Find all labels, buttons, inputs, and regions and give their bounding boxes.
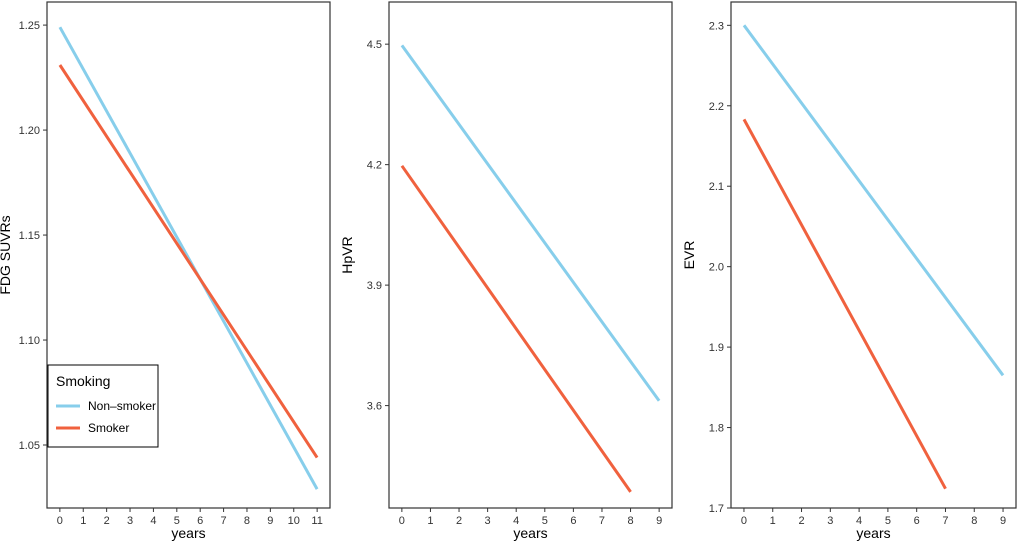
chart-panel-2: 0 1 2 3 4 5 6 7 8 9 3.6 3.9 4.2 4.5 years HpVR	[339, 1, 673, 541]
x-tick-label: 6	[570, 515, 576, 527]
x-tick-label: 3	[127, 515, 133, 527]
y-tick-label: 1.20	[19, 125, 40, 137]
x-axis-title: years	[171, 525, 205, 541]
legend-title: Smoking	[56, 373, 110, 389]
chart-panel-1: 0 1 2 3 4 5 6 7 8 9 10 11 1.05 1.10 1.15 1.20 1.25 years F…	[0, 1, 331, 541]
x-tick-label: 8	[971, 515, 977, 527]
y-tick-label: 2.0	[709, 262, 724, 274]
x-tick-label: 4	[150, 515, 156, 527]
panel-border	[46, 1, 331, 509]
x-tick-label: 1	[770, 515, 776, 527]
series-line-non-smoker	[400, 44, 661, 402]
y-axis-title: FDG SUVRs	[0, 215, 13, 294]
x-tick-label: 9	[1000, 515, 1006, 527]
x-tick-label: 5	[542, 515, 548, 527]
y-tick-label: 2.2	[709, 101, 724, 113]
panel-border	[730, 1, 1017, 509]
x-tick-label: 0	[741, 515, 747, 527]
x-tick-label: 5	[174, 515, 180, 527]
chart-panel-3: 0 1 2 3 4 5 6 7 8 9 1.7 1.8 1.9 2.0 2.1 2.2 2.3 years EVR	[681, 1, 1017, 541]
series-line-smoker	[742, 118, 947, 490]
y-tick-label: 3.6	[367, 401, 382, 413]
x-tick-label: 2	[456, 515, 462, 527]
x-tick-label: 4	[856, 515, 862, 527]
x-tick-label: 7	[942, 515, 948, 527]
series-line-non-smoker	[742, 24, 1005, 377]
y-tick-label: 1.10	[19, 335, 40, 347]
y-tick-label: 1.9	[709, 342, 724, 354]
panel-border	[388, 1, 673, 509]
x-axis-title: years	[856, 525, 890, 541]
x-tick-label: 7	[221, 515, 227, 527]
y-tick-label: 1.25	[19, 20, 40, 32]
y-tick-label: 1.15	[19, 230, 40, 242]
x-tick-label: 3	[485, 515, 491, 527]
y-tick-label: 4.2	[367, 160, 382, 172]
x-tick-label: 4	[513, 515, 519, 527]
legend-label-non-smoker: Non–smoker	[88, 399, 156, 413]
x-tick-label: 2	[104, 515, 110, 527]
x-tick-label: 8	[627, 515, 633, 527]
x-tick-label: 7	[599, 515, 605, 527]
legend-label-smoker: Smoker	[88, 421, 129, 435]
x-tick-label: 1	[80, 515, 86, 527]
series-line-non-smoker	[58, 26, 319, 490]
series-line-smoker	[400, 164, 632, 493]
y-tick-label: 3.9	[367, 280, 382, 292]
x-tick-label: 9	[656, 515, 662, 527]
x-tick-label: 10	[288, 515, 300, 527]
x-tick-label: 2	[798, 515, 804, 527]
y-tick-label: 4.5	[367, 39, 382, 51]
y-axis-title: HpVR	[339, 236, 355, 273]
x-tick-label: 1	[427, 515, 433, 527]
x-tick-label: 6	[914, 515, 920, 527]
x-tick-label: 3	[827, 515, 833, 527]
y-tick-label: 2.1	[709, 181, 724, 193]
x-tick-label: 8	[244, 515, 250, 527]
x-tick-label: 11	[311, 515, 322, 527]
y-tick-label: 2.3	[709, 20, 724, 32]
legend: Smoking Non–smoker Smoker	[47, 364, 159, 448]
y-tick-label: 1.8	[709, 423, 724, 435]
y-tick-label: 1.7	[709, 503, 724, 515]
series-line-smoker	[58, 64, 319, 459]
y-tick-label: 1.05	[19, 440, 40, 452]
x-axis-title: years	[513, 525, 547, 541]
y-axis-title: EVR	[681, 241, 697, 270]
x-tick-label: 0	[57, 515, 63, 527]
x-tick-label: 6	[197, 515, 203, 527]
x-tick-label: 9	[267, 515, 273, 527]
x-tick-label: 5	[885, 515, 891, 527]
x-tick-label: 0	[399, 515, 405, 527]
